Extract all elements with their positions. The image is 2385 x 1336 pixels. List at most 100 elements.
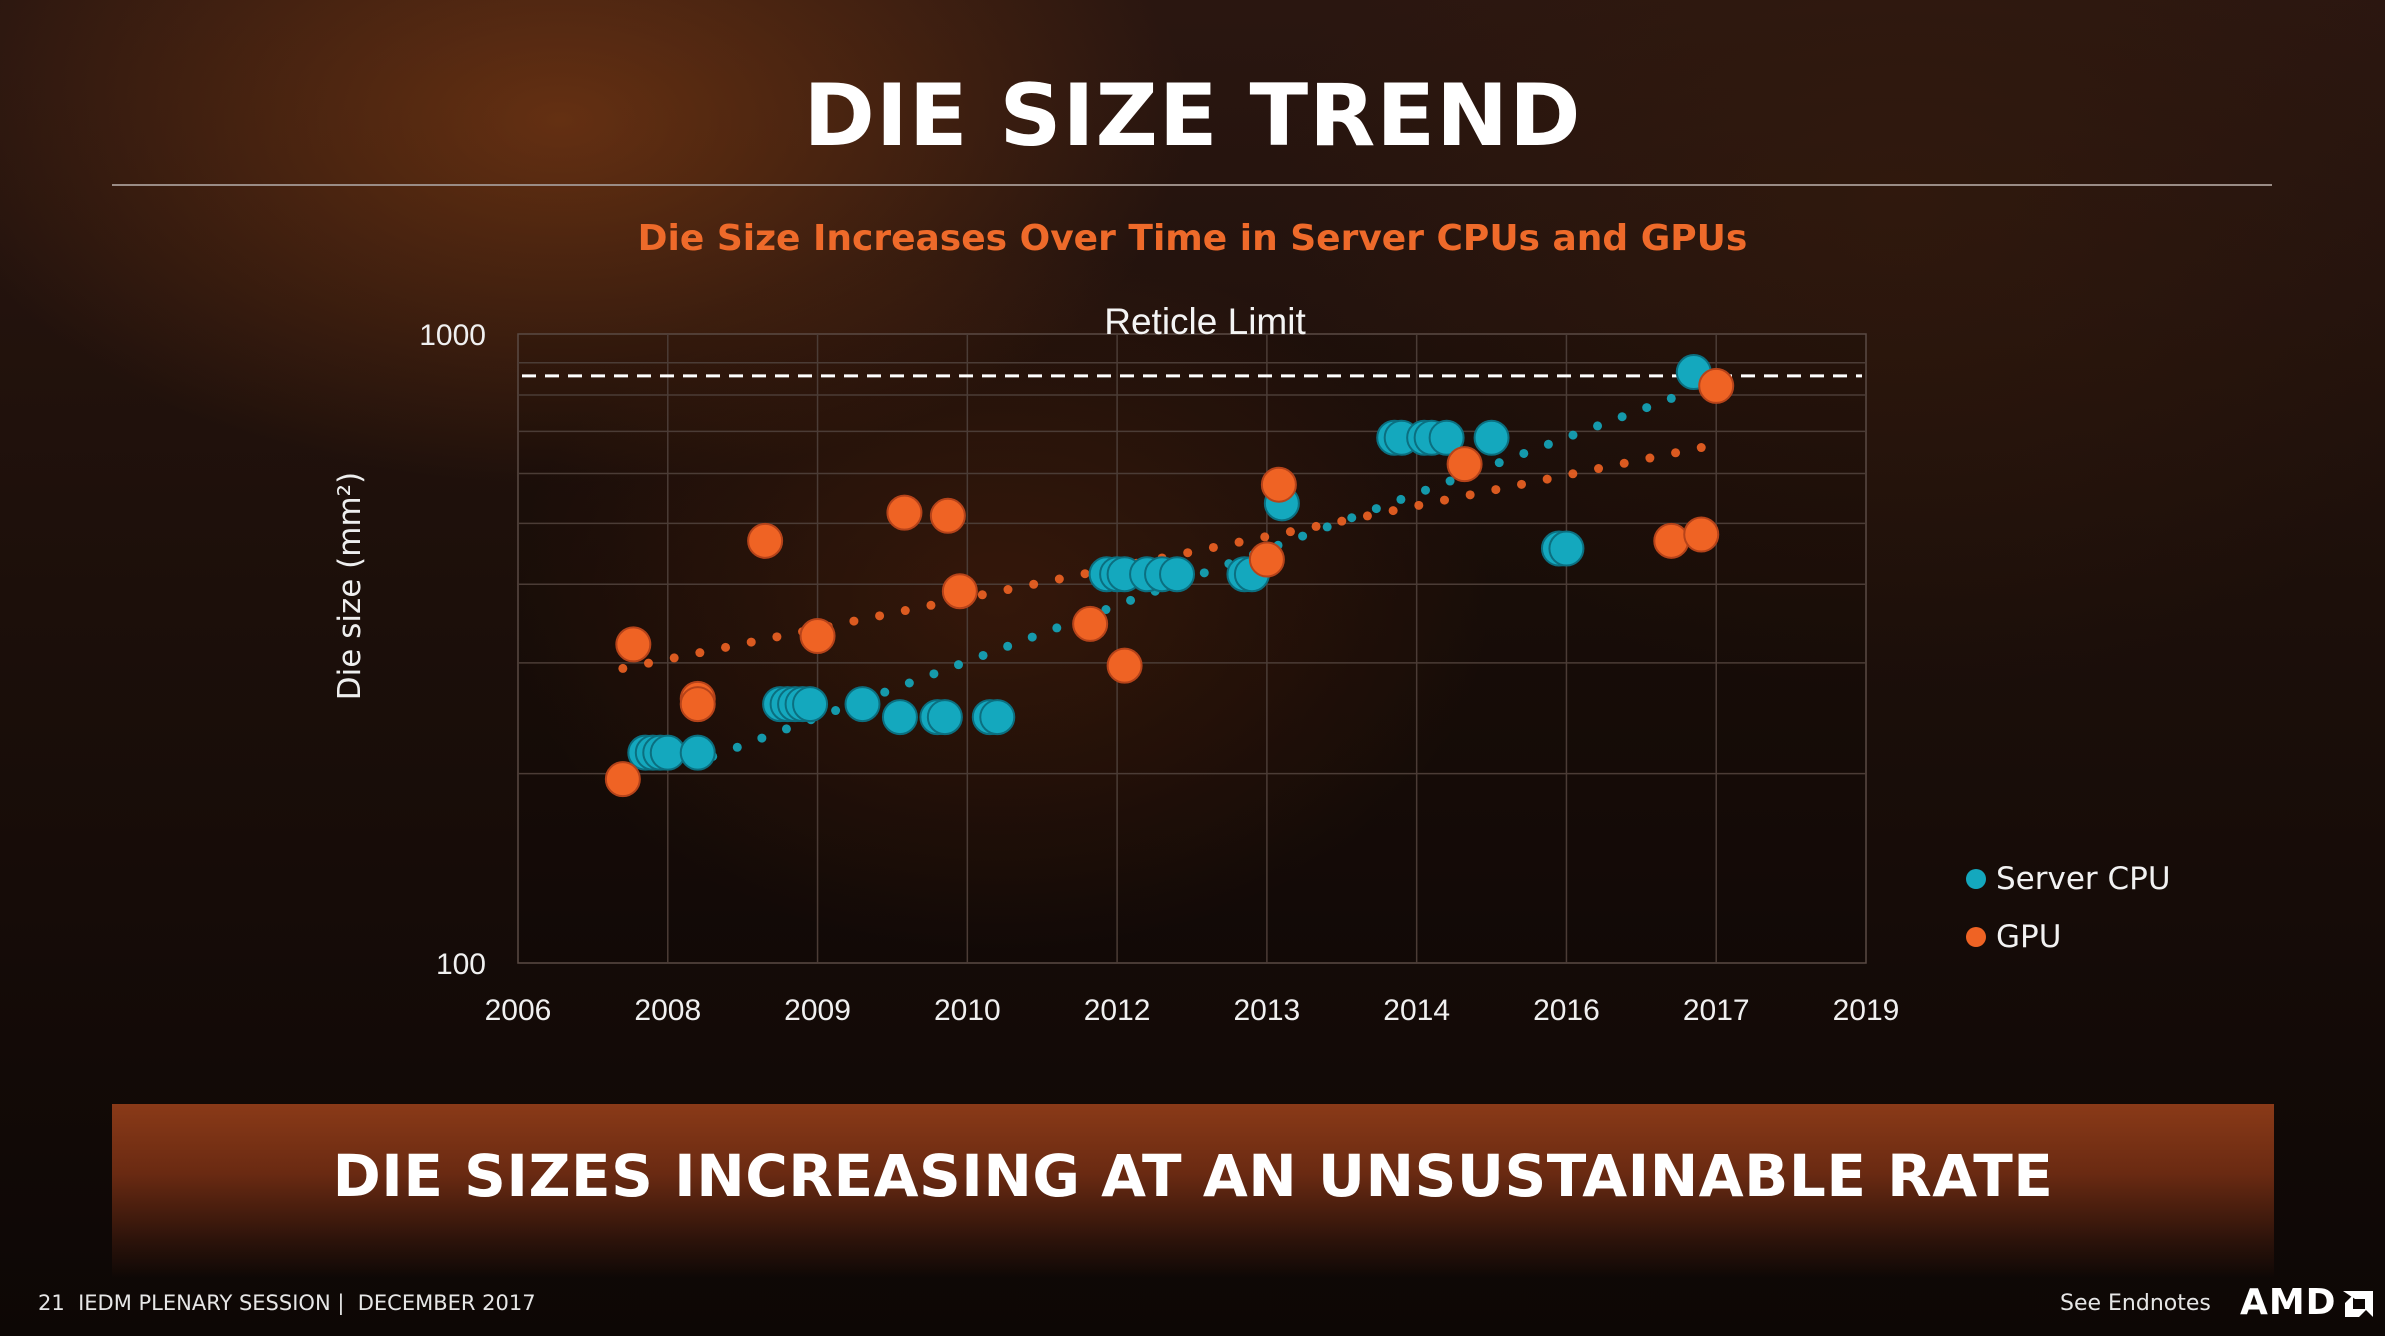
plot-area [517, 333, 1867, 964]
trendline-dot [772, 632, 782, 642]
y-tick-label: 1000 [419, 319, 486, 352]
trendline-dot [954, 660, 964, 670]
trendline-dot [1617, 412, 1627, 422]
gpu-point [747, 522, 784, 559]
trendline-dot [1517, 479, 1527, 489]
trendline-dot [1619, 458, 1629, 468]
slide-title: DIE SIZE TREND [803, 66, 1582, 166]
amd-logo-text: AMD [2240, 1282, 2337, 1323]
server-cpu-point [881, 699, 918, 736]
trendline-dot [1101, 605, 1111, 615]
trendline-dot [1593, 421, 1603, 431]
trendline-dot [644, 658, 654, 668]
x-tick-label: 2014 [1383, 994, 1450, 1027]
y-tick-label: 100 [436, 948, 486, 981]
trendline-dot [1285, 527, 1295, 537]
gpu-point [679, 686, 716, 723]
trendline-dot [1671, 448, 1681, 458]
gpu-point [799, 618, 836, 655]
x-tick-label: 2010 [934, 994, 1001, 1027]
server-cpu-point [1428, 419, 1465, 456]
trendline-dot [1491, 485, 1501, 495]
trendline-dot [1322, 522, 1332, 532]
trendline-dot [1494, 458, 1504, 468]
trendline-dot [1080, 569, 1090, 579]
trendline-dot [1420, 485, 1430, 495]
trendline-dot [977, 590, 987, 600]
server-cpu-point [679, 734, 716, 771]
trendline-dot [978, 650, 988, 660]
trendline-dot [1645, 453, 1655, 463]
title-divider [112, 184, 2272, 186]
x-tick-label: 2016 [1533, 994, 1600, 1027]
server-cpu-point [1548, 530, 1585, 567]
trendline-dot [1029, 579, 1039, 589]
trendline-dot [1666, 393, 1676, 403]
amd-logo: AMD [2240, 1282, 2375, 1323]
reticle-limit-label: Reticle Limit [1104, 301, 1306, 342]
trendline-dot [1439, 495, 1449, 505]
server-cpu-point [649, 734, 686, 771]
conclusion-banner: DIE SIZES INCREASING AT AN UNSUSTAINABLE… [112, 1104, 2274, 1278]
chart-subtitle: Die Size Increases Over Time in Server C… [637, 218, 1748, 259]
x-tick-label: 2012 [1084, 994, 1151, 1027]
gpu-point [1106, 647, 1143, 684]
trendline-dot [926, 600, 936, 610]
trendline-dot [880, 687, 890, 697]
trendline-dot [1347, 513, 1357, 523]
gpu-point [929, 497, 966, 534]
x-tick-label: 2017 [1683, 994, 1750, 1027]
trendline-dot [1208, 542, 1218, 552]
chart-legend: Server CPU GPU [1966, 850, 2171, 966]
gpu-point [886, 494, 923, 531]
trendline-dot [900, 606, 910, 616]
trendline-dot [1183, 548, 1193, 558]
trendline-dot [1337, 516, 1347, 526]
trendline-dot [1696, 443, 1706, 453]
gpu-point [1698, 367, 1735, 404]
server-cpu-point [926, 699, 963, 736]
trendline-dot [875, 611, 885, 621]
x-tick-label: 2019 [1833, 994, 1900, 1027]
trendline-dot [1396, 494, 1406, 504]
x-tick-label: 2006 [485, 994, 552, 1027]
trendline-dot [732, 742, 742, 752]
trendline-dot [1568, 469, 1578, 479]
y-axis-ticks: 100 1000 [419, 319, 486, 981]
gpu-point [1446, 446, 1483, 483]
server-cpu-point [1159, 556, 1196, 593]
trendline-dot [904, 678, 914, 688]
trendline-dot [1199, 568, 1209, 578]
trendline-dot [669, 653, 679, 663]
trendline-dot [849, 616, 859, 626]
x-tick-label: 2013 [1234, 994, 1301, 1027]
x-axis-ticks: 2006 2008 2009 2010 2012 2013 2014 2016 2017 2019 [485, 994, 1900, 1027]
trendline-dot [1543, 439, 1553, 449]
trendline-dot [1642, 403, 1652, 413]
x-tick-label: 2009 [784, 994, 851, 1027]
trendline-dot [1311, 521, 1321, 531]
trendline-dot [1519, 448, 1529, 458]
endnotes-link[interactable]: See Endnotes [2060, 1291, 2211, 1316]
trendline-dot [831, 706, 841, 716]
y-axis-label: Die size (mm²) [332, 471, 368, 701]
data-points [604, 354, 1735, 798]
gpu-point [1683, 516, 1720, 553]
trendline-dot [1371, 504, 1381, 514]
banner-text: DIE SIZES INCREASING AT AN UNSUSTAINABLE… [332, 1142, 2054, 1210]
server-cpu-point [792, 686, 829, 723]
gpu-point [615, 626, 652, 663]
gpu-point [1072, 605, 1109, 642]
server-cpu-point [979, 699, 1016, 736]
die-size-chart: Reticle Limit 2006 2008 2009 2010 2012 2013 20… [419, 301, 1900, 1027]
trendline-dot [1126, 595, 1136, 605]
trendline-dot [1052, 623, 1062, 633]
amd-arrow-icon [2342, 1291, 2373, 1317]
legend-item-server-cpu: Server CPU [1966, 850, 2171, 908]
legend-marker-gpu [1966, 927, 1986, 947]
trendline-dot [1003, 585, 1013, 595]
trendline-dot [1542, 474, 1552, 484]
trendline-dot [721, 642, 731, 652]
trendline-dot [1465, 490, 1475, 500]
trendline-dot [746, 637, 756, 647]
